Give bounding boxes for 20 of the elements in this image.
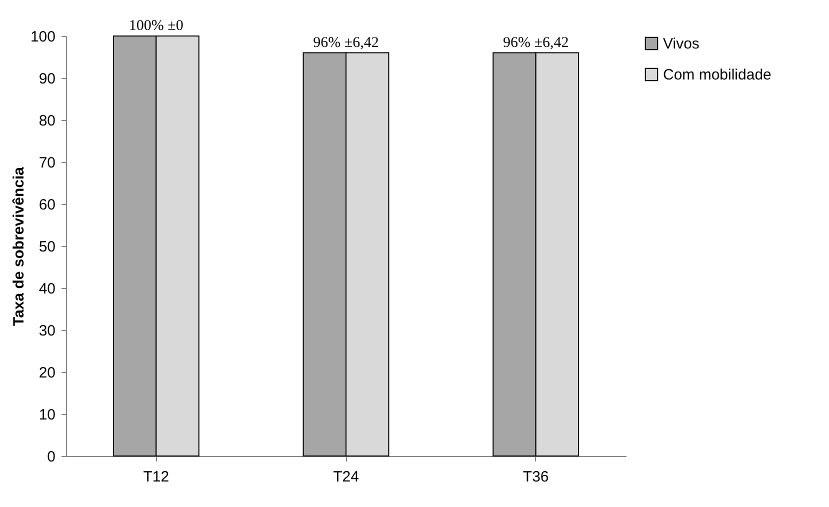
legend-label: Vivos: [663, 36, 700, 52]
y-tick-label: 100: [30, 28, 56, 46]
annotation: 100% ±0: [128, 18, 184, 34]
y-tick-label: 80: [38, 112, 56, 130]
y-tick-label: 50: [38, 238, 56, 256]
y-tick-label: 40: [38, 280, 56, 298]
x-tick-label: T12: [143, 468, 170, 486]
x-tick-label: T24: [333, 468, 359, 486]
y-tick-label: 90: [38, 70, 56, 88]
y-axis-title: Taxa de sobrevivência: [10, 166, 28, 326]
y-tick-label: 10: [38, 406, 56, 424]
annotation: 96% ±6,42: [313, 34, 379, 51]
y-tick-label: 20: [38, 364, 56, 382]
annotation: 96% ±6,42: [502, 34, 569, 51]
x-tick-label: T36: [522, 468, 549, 486]
legend-label: Com mobilidade: [663, 66, 772, 84]
y-tick-label: 30: [38, 322, 56, 340]
y-tick-label: 70: [38, 154, 56, 172]
y-tick-label: 0: [47, 448, 56, 466]
y-tick-label: 60: [38, 196, 56, 214]
